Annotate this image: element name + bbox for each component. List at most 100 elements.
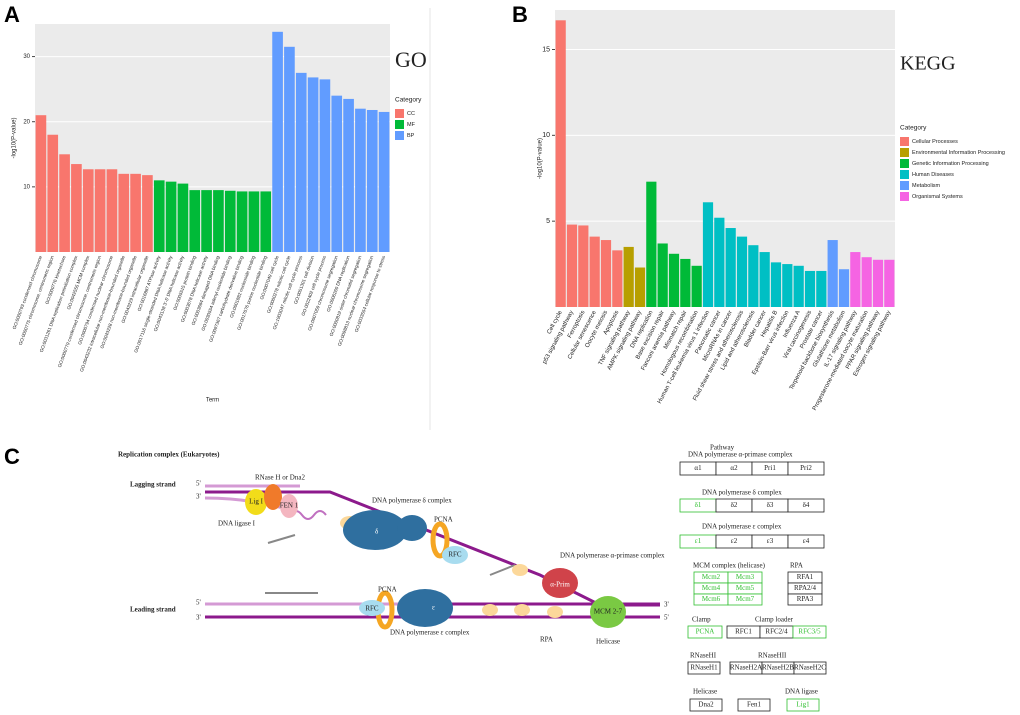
group-title: DNA polymerase α-primase complex	[688, 451, 793, 459]
group-title: RNaseHI	[690, 652, 717, 660]
bar	[355, 108, 366, 252]
gene-label: RNaseH2B	[762, 664, 794, 672]
gene-label: RNaseH1	[690, 664, 718, 672]
bar	[272, 31, 283, 253]
gene-label: Fen1	[747, 701, 762, 709]
gene-box	[737, 698, 771, 712]
bar	[827, 240, 838, 307]
bar	[94, 169, 106, 252]
gene-label: Pri1	[764, 464, 776, 472]
y-tick-label: 20	[23, 119, 30, 125]
plot-background	[35, 24, 390, 252]
legend-swatch	[900, 137, 909, 146]
bar	[657, 243, 668, 307]
group-title: Clamp	[692, 616, 711, 624]
enzyme-label: DNA polymerase ε complex	[390, 629, 470, 637]
bar	[646, 181, 657, 307]
bar	[589, 236, 600, 307]
enzyme-label: MCM 2-7	[594, 608, 623, 616]
panel-label: C	[4, 444, 20, 469]
legend-label: CC	[407, 111, 415, 117]
bar	[177, 183, 189, 252]
gene-label: Mcm7	[736, 595, 755, 603]
replication-diagram	[204, 484, 660, 630]
gene-label: α2	[730, 464, 738, 472]
bar	[691, 265, 702, 307]
strand-label: Lagging strand	[130, 481, 176, 489]
gene-label: Mcm6	[702, 595, 721, 603]
legend-label: BP	[407, 133, 415, 139]
bar	[307, 77, 319, 252]
bar	[260, 191, 272, 252]
gene-box	[793, 661, 827, 675]
end-label: 5'	[196, 599, 201, 607]
enzyme-label: DNA polymerase δ complex	[372, 497, 452, 505]
y-tick-label: 30	[23, 54, 30, 60]
strand-label: Leading strand	[130, 606, 176, 614]
bar	[884, 259, 895, 307]
bar	[680, 258, 691, 307]
bar	[82, 169, 94, 252]
gene-label: Lig1	[796, 701, 810, 709]
bar	[668, 253, 680, 307]
end-label: 3'	[196, 614, 201, 622]
legend-label: Environmental Information Processing	[912, 150, 1005, 156]
bar	[189, 190, 201, 252]
bar	[153, 180, 165, 252]
legend-title: Pathway	[710, 444, 735, 452]
enzyme-label: Helicase	[596, 638, 620, 646]
gene-box	[687, 661, 721, 675]
gene-box	[787, 593, 823, 606]
bar	[213, 190, 224, 252]
bar	[201, 190, 212, 252]
bar	[71, 164, 82, 252]
gene-label: δ2	[731, 501, 738, 509]
legend-label: Cellular Processes	[912, 139, 958, 145]
panel-label: B	[512, 2, 528, 27]
enzyme-label: δ	[375, 528, 379, 536]
bar	[816, 270, 827, 307]
bar	[759, 252, 770, 307]
bar	[35, 115, 47, 252]
gene-label: δ1	[695, 501, 702, 509]
legend-label: Genetic Information Processing	[912, 161, 989, 167]
gene-label: ε1	[695, 537, 702, 545]
bar	[566, 224, 578, 307]
bar	[838, 269, 850, 307]
legend-label: Organismal Systems	[912, 194, 963, 200]
gene-box	[792, 625, 827, 639]
end-label: 5'	[664, 614, 669, 622]
bar	[130, 173, 141, 252]
diagram-title: Replication complex (Eukaryotes)	[118, 451, 220, 459]
bar	[59, 154, 70, 252]
bar	[378, 111, 390, 252]
bar	[47, 134, 59, 252]
y-tick-label: 5	[546, 218, 550, 225]
enzyme-label: RFC	[365, 605, 379, 613]
bar	[850, 252, 861, 307]
legend-label: MF	[407, 122, 416, 128]
y-tick-label: 10	[542, 132, 550, 139]
x-axis-title: Term	[206, 398, 219, 404]
bar	[165, 181, 177, 252]
group-title: DNA polymerase δ complex	[702, 489, 782, 497]
gene-box	[689, 698, 723, 712]
bar	[331, 95, 343, 253]
enzyme-label: ε	[432, 604, 435, 612]
bar	[555, 20, 566, 308]
gene-label: Mcm5	[736, 584, 755, 592]
gene-label: ε2	[731, 537, 738, 545]
group-title: MCM complex (helicase)	[693, 562, 766, 570]
group-title: RPA	[790, 562, 803, 570]
bar	[872, 259, 884, 307]
legend-label: Metabolism	[912, 183, 941, 189]
bar	[142, 175, 153, 252]
legend-swatch	[900, 192, 909, 201]
bar	[782, 264, 793, 307]
gene-label: Mcm3	[736, 573, 755, 581]
gene-label: RFC1	[735, 628, 752, 636]
legend-swatch	[900, 148, 909, 157]
enzyme-label: DNA polymerase α-primase complex	[560, 552, 665, 560]
gene-label: δ4	[803, 501, 810, 509]
gene-label: Pri2	[800, 464, 812, 472]
